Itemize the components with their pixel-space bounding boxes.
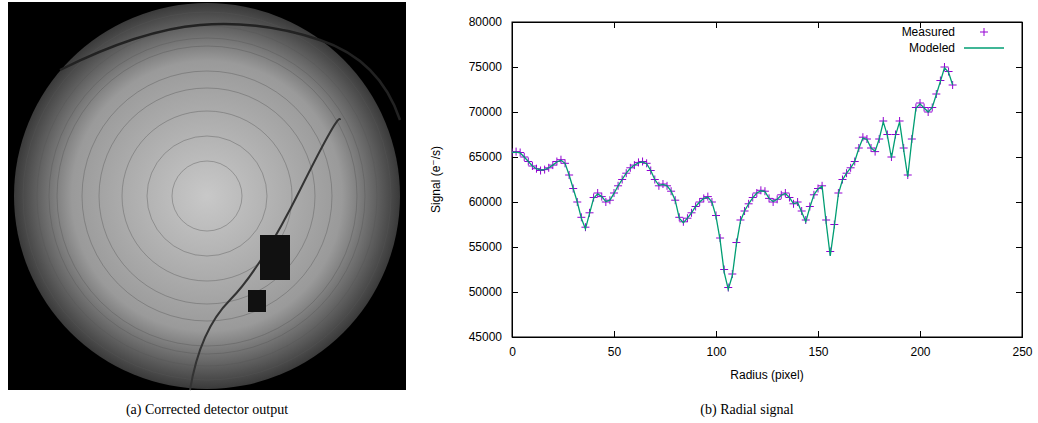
tick — [1016, 202, 1022, 203]
tick: 55000 — [469, 240, 518, 254]
series-line — [512, 68, 953, 289]
caption: (b) Radial signal — [700, 402, 793, 418]
ring — [82, 71, 332, 321]
tick-label: 55000 — [469, 240, 503, 254]
tick: 60000 — [469, 195, 518, 209]
figure: (a) Corrected detector output 0 50 100 150 20… — [0, 0, 1038, 423]
ring — [37, 26, 377, 366]
tick-label: 80000 — [469, 15, 503, 29]
ring — [57, 46, 357, 346]
ring — [147, 136, 267, 256]
tick — [1016, 247, 1022, 248]
ring — [122, 111, 292, 281]
tick: 65000 — [469, 150, 518, 164]
tick-mark — [1016, 292, 1022, 293]
tick-mark — [512, 22, 518, 23]
tick: 75000 — [469, 60, 518, 74]
tick-label: 100 — [706, 345, 726, 359]
panel-a: (a) Corrected detector output — [8, 2, 406, 418]
tick: 50000 — [469, 285, 518, 299]
caption: (a) Corrected detector output — [126, 402, 288, 418]
tick: 70000 — [469, 105, 518, 119]
tick-mark — [1016, 67, 1022, 68]
defect — [260, 235, 290, 280]
tick: 50 — [608, 331, 622, 359]
axis-line — [513, 331, 1023, 338]
axis-line — [513, 23, 519, 338]
ring — [172, 161, 242, 231]
tick: 200 — [910, 331, 930, 359]
tick — [716, 22, 717, 28]
image-background — [8, 2, 406, 390]
tick-mark — [920, 331, 921, 337]
y-axis: 45000 50000 55000 60000 65000 70000 75000 80000 — [469, 15, 518, 344]
legend-label: Modeled — [909, 41, 955, 55]
tick-mark — [1016, 112, 1022, 113]
panel-b: 0 50 100 150 200 250 45000 50000 55000 60000 65000… — [429, 15, 1033, 418]
tick — [1016, 112, 1022, 113]
crack — [190, 119, 340, 390]
ring — [99, 88, 315, 304]
tick-label: 150 — [808, 345, 828, 359]
tick-mark — [512, 247, 518, 248]
tick-label: 70000 — [469, 105, 503, 119]
ring — [29, 18, 385, 374]
tick — [1016, 157, 1022, 158]
defect — [248, 290, 266, 312]
tick — [614, 22, 615, 28]
tick — [1016, 292, 1022, 293]
tick-mark — [512, 67, 518, 68]
tick-mark — [1016, 157, 1022, 158]
tick-label: 200 — [910, 345, 930, 359]
tick-mark — [1016, 22, 1022, 23]
legend-swatch — [964, 47, 1004, 48]
ring — [23, 12, 391, 380]
tick-mark — [716, 22, 717, 28]
axis-line — [1016, 23, 1023, 338]
tick-label: 60000 — [469, 195, 503, 209]
tick-label: 50 — [608, 345, 622, 359]
ring — [49, 38, 365, 354]
tick-label: 50000 — [469, 285, 503, 299]
tick-label: 65000 — [469, 150, 503, 164]
tick-mark — [1016, 247, 1022, 248]
crack — [60, 24, 400, 120]
plot-frame — [512, 22, 1022, 337]
legend-label: Measured — [902, 25, 955, 39]
tick-mark — [716, 331, 717, 337]
tick-label: 45000 — [469, 330, 503, 344]
tick-mark — [614, 331, 615, 337]
legend: Measured Modeled — [902, 25, 1004, 55]
tick-mark — [818, 22, 819, 28]
tick — [1016, 337, 1022, 338]
tick-mark — [512, 202, 518, 203]
tick: 100 — [706, 331, 726, 359]
detector-disc — [14, 3, 400, 389]
plot-area — [512, 63, 957, 292]
data-point — [859, 133, 867, 141]
tick: 80000 — [469, 15, 518, 29]
tick-mark — [1016, 337, 1022, 338]
tick: 150 — [808, 331, 828, 359]
tick-mark — [512, 157, 518, 158]
tick-mark — [818, 331, 819, 337]
tick-label: 75000 — [469, 60, 503, 74]
tick-mark — [614, 22, 615, 28]
tick-mark — [512, 112, 518, 113]
tick-mark — [512, 292, 518, 293]
legend-swatch — [980, 28, 988, 36]
y-axis-title: Signal (e⁻/s) — [429, 146, 443, 213]
y-axis-mirror — [1016, 23, 1023, 338]
tick — [1016, 22, 1022, 23]
tick-mark — [512, 337, 518, 338]
tick: 45000 — [469, 330, 518, 344]
tick-mark — [1016, 202, 1022, 203]
tick — [1016, 67, 1022, 68]
tick-label: 0 — [509, 345, 516, 359]
tick-label: 250 — [1012, 345, 1032, 359]
x-axis-title: Radius (pixel) — [730, 368, 803, 382]
tick — [818, 22, 819, 28]
x-axis: 0 50 100 150 200 250 — [509, 331, 1033, 359]
